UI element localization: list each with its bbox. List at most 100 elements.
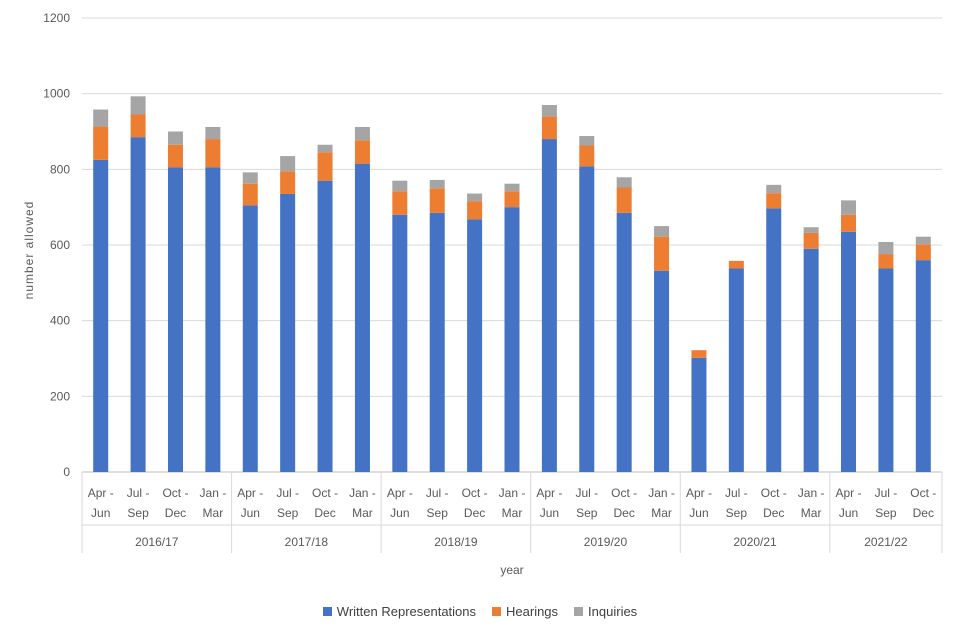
- bar-segment-inquiries: [467, 193, 483, 202]
- x-tick-label: Oct -: [761, 486, 787, 500]
- legend-item-inquiries: Inquiries: [574, 604, 637, 619]
- x-tick-label: Sep: [726, 506, 748, 520]
- bar-segment-inquiries: [616, 177, 632, 188]
- bar-segment-written: [130, 137, 146, 473]
- legend-swatch-hearings: [492, 607, 502, 616]
- legend: Written Representations Hearings Inquiri…: [0, 604, 960, 619]
- bar-segment-hearings: [541, 116, 557, 140]
- bar-segment-inquiries: [130, 96, 146, 115]
- x-tick-label: Oct -: [162, 486, 188, 500]
- x-tick-label: Dec: [165, 506, 186, 520]
- x-tick-label: Oct -: [312, 486, 338, 500]
- bar-segment-written: [803, 248, 819, 472]
- bar-segment-written: [467, 219, 483, 472]
- group-label: 2016/17: [135, 535, 179, 549]
- x-tick-label: Jun: [540, 506, 559, 520]
- bar-segment-written: [205, 167, 221, 473]
- y-tick-label: 200: [50, 389, 70, 403]
- y-tick-label: 0: [63, 465, 70, 479]
- x-tick-label: Jan -: [200, 486, 227, 500]
- x-tick-label: Sep: [875, 506, 897, 520]
- bar-segment-inquiries: [915, 236, 931, 245]
- x-tick-label: Jan -: [798, 486, 825, 500]
- x-tick-label: Jun: [390, 506, 409, 520]
- bar-segment-hearings: [691, 350, 707, 358]
- x-tick-label: Jul -: [725, 486, 748, 500]
- x-tick-label: Mar: [203, 506, 224, 520]
- bar-segment-written: [317, 180, 333, 472]
- bar-segment-written: [280, 193, 296, 473]
- y-axis-title: number allowed: [22, 201, 36, 300]
- x-tick-label: Mar: [352, 506, 373, 520]
- bar-segment-inquiries: [841, 200, 857, 215]
- bar-segment-hearings: [841, 214, 857, 232]
- bar-segment-inquiries: [766, 184, 782, 194]
- bar-segment-written: [915, 260, 931, 472]
- x-tick-label: Jul -: [276, 486, 299, 500]
- group-label: 2018/19: [434, 535, 478, 549]
- bar-segment-written: [167, 167, 183, 473]
- bar-segment-hearings: [915, 244, 931, 261]
- bar-segment-inquiries: [242, 172, 258, 184]
- bar-segment-hearings: [429, 188, 445, 213]
- bar-segment-written: [878, 268, 894, 472]
- legend-item-written: Written Representations: [322, 604, 476, 619]
- bar-segment-inquiries: [429, 179, 445, 189]
- bar-segment-written: [392, 214, 408, 472]
- x-tick-label: Oct -: [462, 486, 488, 500]
- bar-segment-written: [616, 212, 632, 472]
- x-tick-label: Mar: [801, 506, 822, 520]
- bar-segment-hearings: [467, 201, 483, 220]
- x-tick-label: Dec: [464, 506, 485, 520]
- group-label: 2017/18: [285, 535, 329, 549]
- bar-segment-written: [429, 212, 445, 472]
- bar-segment-hearings: [654, 236, 670, 271]
- bar-segment-written: [504, 207, 520, 472]
- y-tick-label: 400: [50, 314, 70, 328]
- bar-segment-hearings: [354, 140, 370, 164]
- x-tick-label: Jul -: [575, 486, 598, 500]
- group-label: 2020/21: [733, 535, 777, 549]
- bar-segment-written: [93, 159, 109, 472]
- bar-segment-written: [541, 139, 557, 473]
- x-tick-label: Sep: [427, 506, 449, 520]
- x-tick-label: Oct -: [611, 486, 637, 500]
- bar-segment-inquiries: [167, 131, 183, 145]
- x-tick-label: Jul -: [875, 486, 898, 500]
- bar-segment-inquiries: [205, 126, 221, 140]
- x-tick-label: Sep: [277, 506, 299, 520]
- bar-segment-inquiries: [579, 136, 595, 146]
- bar-segment-inquiries: [878, 241, 894, 255]
- x-tick-label: Mar: [651, 506, 672, 520]
- bar-segment-written: [654, 270, 670, 472]
- x-tick-label: Apr -: [686, 486, 712, 500]
- y-tick-label: 1000: [43, 87, 70, 101]
- bar-segment-written: [841, 231, 857, 472]
- y-tick-label: 600: [50, 238, 70, 252]
- x-tick-label: Mar: [502, 506, 523, 520]
- x-tick-label: Sep: [576, 506, 598, 520]
- x-tick-label: Apr -: [836, 486, 862, 500]
- bar-segment-inquiries: [541, 105, 557, 117]
- bar-segment-hearings: [766, 193, 782, 209]
- x-tick-label: Jan -: [349, 486, 376, 500]
- bar-segment-hearings: [728, 260, 744, 269]
- bar-segment-written: [766, 208, 782, 472]
- legend-label-hearings: Hearings: [506, 604, 559, 619]
- bar-segment-hearings: [93, 126, 109, 160]
- bar-segment-hearings: [167, 144, 183, 168]
- x-tick-label: Jan -: [648, 486, 675, 500]
- x-tick-label: Dec: [763, 506, 784, 520]
- bar-segment-inquiries: [93, 109, 109, 127]
- bar-segment-hearings: [616, 187, 632, 213]
- x-tick-label: Jul -: [127, 486, 150, 500]
- x-tick-label: Apr -: [237, 486, 263, 500]
- bar-segment-inquiries: [354, 126, 370, 141]
- bar-segment-inquiries: [803, 227, 819, 233]
- x-tick-label: Apr -: [387, 486, 413, 500]
- x-axis-title: year: [500, 563, 523, 577]
- x-tick-label: Dec: [614, 506, 635, 520]
- bar-segment-hearings: [579, 145, 595, 167]
- bar-segment-hearings: [392, 191, 408, 215]
- bar-segment-inquiries: [392, 180, 408, 192]
